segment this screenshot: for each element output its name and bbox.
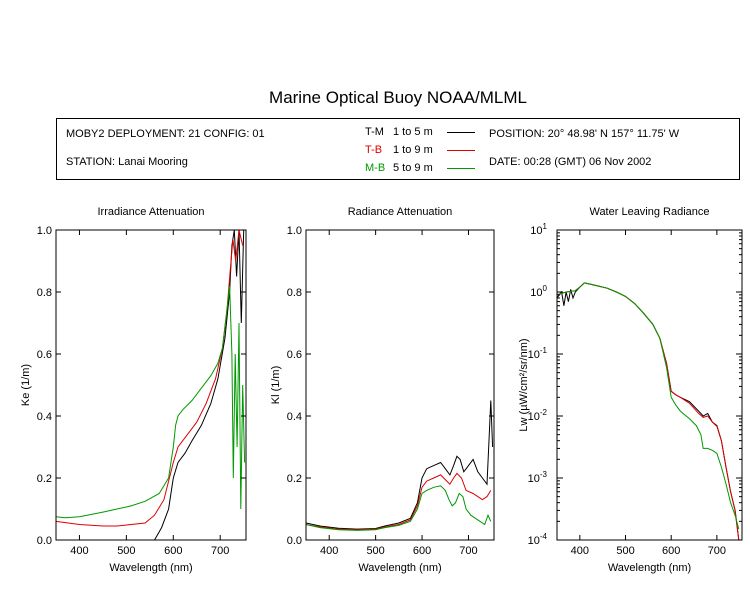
legend-range: 1 to 9 m (393, 144, 433, 156)
x-tick-label: 700 (211, 545, 229, 557)
y-tick-label: 0.0 (287, 535, 302, 547)
y-tick-label: 10-1 (528, 346, 548, 361)
series-group (56, 230, 246, 540)
y-axis-label: Lw (µW/cm²/sr/nm) (518, 338, 530, 431)
series-line-t-b (557, 282, 740, 540)
y-tick-label: 0.4 (287, 411, 302, 423)
x-tick-label: 600 (164, 545, 182, 557)
legend-swatch (447, 167, 475, 169)
date-text: DATE: 00:28 (GMT) 06 Nov 2002 (489, 156, 652, 168)
y-tick-label: 100 (530, 284, 547, 299)
series-line-m-b (306, 485, 492, 531)
y-tick-label: 0.2 (37, 473, 52, 485)
position-text: POSITION: 20° 48.98' N 157° 11.75' W (489, 128, 680, 140)
y-axis-label: Kl (1/m) (270, 366, 282, 405)
plot-frame (305, 229, 495, 541)
station-text: STATION: Lanai Mooring (66, 156, 188, 168)
series-line-t-b (306, 472, 492, 531)
legend-entry-t-m: T-M 1 to 5 m (365, 126, 475, 138)
series-line-m-b (557, 282, 740, 530)
info-box: MOBY2 DEPLOYMENT: 21 CONFIG: 01 STATION:… (56, 118, 740, 180)
x-tick-label: 700 (708, 545, 726, 557)
x-tick-label: 500 (366, 545, 384, 557)
x-tick-label: 400 (70, 545, 88, 557)
legend-label: M-B (365, 162, 386, 174)
y-tick-label: 1.0 (37, 225, 52, 237)
series-line-t-b (56, 230, 244, 527)
plot-frame (556, 229, 743, 541)
x-axis-label: Wavelength (nm) (109, 562, 192, 574)
deployment-text: MOBY2 DEPLOYMENT: 21 CONFIG: 01 (66, 128, 265, 140)
y-tick-label: 0.6 (37, 349, 52, 361)
chart-title: Marine Optical Buoy NOAA/MLML (269, 88, 527, 107)
x-tick-label: 400 (320, 545, 338, 557)
x-tick-label: 700 (459, 545, 477, 557)
plot-frame (55, 229, 247, 541)
series-line-t-m (154, 230, 245, 540)
y-tick-label: 1.0 (287, 225, 302, 237)
y-tick-label: 0.4 (37, 411, 52, 423)
subplot-title: Irradiance Attenuation (97, 206, 204, 218)
series-group (557, 282, 740, 540)
y-tick-label: 0.6 (287, 349, 302, 361)
y-axis-label: Ke (1/m) (20, 364, 32, 406)
subplot-title: Water Leaving Radiance (589, 206, 709, 218)
y-tick-label: 101 (530, 222, 547, 237)
subplot-title: Radiance Attenuation (348, 206, 453, 218)
y-tick-label: 10-4 (528, 532, 548, 547)
series-line-t-m (306, 400, 494, 530)
y-tick-label: 0.8 (37, 287, 52, 299)
y-tick-label: 0.0 (37, 535, 52, 547)
y-tick-label: 10-3 (528, 470, 548, 485)
legend-label: T-M (365, 126, 384, 138)
water-leaving-radiance-chart: 400 500 600 700 10-4 10-3 10-2 10-1 100 101 Water … (518, 206, 743, 574)
legend-swatch (447, 131, 475, 133)
legend-swatch (447, 149, 475, 151)
x-axis-label: Wavelength (nm) (358, 562, 441, 574)
radiance-attenuation-chart: 400 500 600 700 0.0 0.2 0.4 0.6 0.8 1.0 Radiance A… (270, 206, 495, 574)
series-group (306, 400, 494, 531)
irradiance-attenuation-chart: 400 500 600 700 0.0 0.2 0.4 0.6 0.8 1.0 Irradiance… (20, 206, 247, 574)
x-tick-label: 600 (413, 545, 431, 557)
x-tick-label: 500 (117, 545, 135, 557)
y-tick-label: 0.2 (287, 473, 302, 485)
y-tick-label: 10-2 (528, 408, 548, 423)
y-tick-label: 0.8 (287, 287, 302, 299)
legend-label: T-B (365, 144, 383, 156)
x-tick-label: 600 (662, 545, 680, 557)
series-line-m-b (56, 285, 246, 519)
legend-entry-t-b: T-B 1 to 9 m (365, 144, 475, 156)
x-tick-label: 400 (571, 545, 589, 557)
x-axis-label: Wavelength (nm) (608, 562, 691, 574)
series-line-t-m (557, 282, 740, 540)
legend-range: 1 to 5 m (393, 126, 433, 138)
legend-range: 5 to 9 m (393, 162, 433, 174)
x-tick-label: 500 (616, 545, 634, 557)
legend-entry-m-b: M-B 5 to 9 m (365, 162, 475, 174)
